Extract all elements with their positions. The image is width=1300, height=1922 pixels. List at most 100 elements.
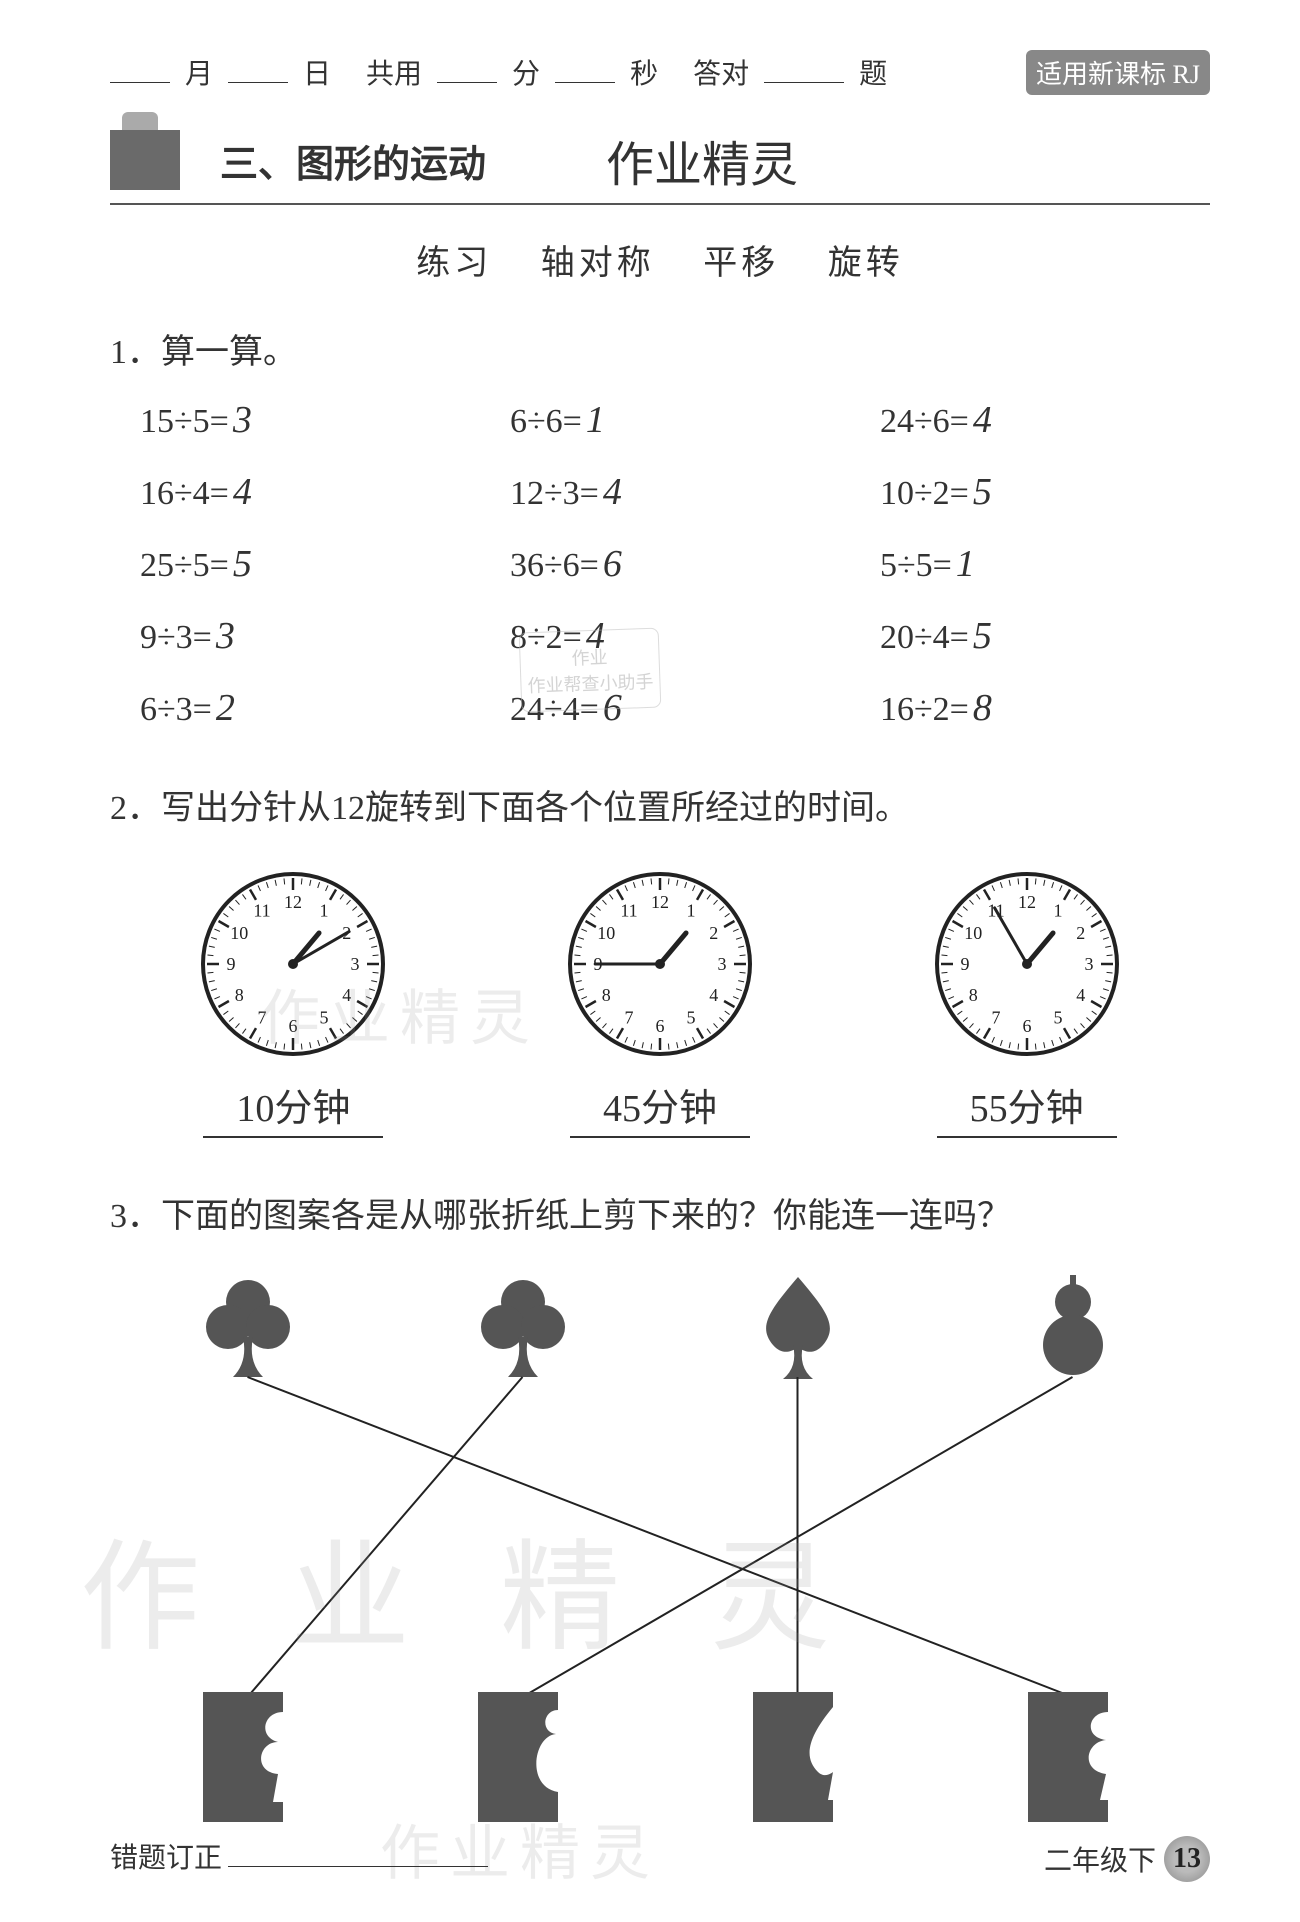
svg-text:7: 7 xyxy=(624,1008,633,1028)
top-shape xyxy=(468,1267,578,1392)
date-header: 月 日 共用 分 秒 答对 题 适用新课标 RJ xyxy=(110,50,1210,95)
page-number: 13 xyxy=(1164,1836,1210,1882)
clock-face: 123456789101112 xyxy=(932,869,1122,1059)
calc-item: 10÷2=5 xyxy=(880,470,1210,514)
subtitle-d: 旋转 xyxy=(828,245,904,282)
clock-face: 123456789101112 xyxy=(565,869,755,1059)
svg-text:3: 3 xyxy=(351,954,360,974)
svg-text:1: 1 xyxy=(1053,900,1062,920)
calc-expression: 10÷2= xyxy=(880,475,969,513)
svg-text:9: 9 xyxy=(227,954,236,974)
handwritten-title: 作业精灵 xyxy=(606,125,798,195)
svg-text:6: 6 xyxy=(655,1016,664,1036)
svg-text:7: 7 xyxy=(258,1008,267,1028)
calc-answer: 5 xyxy=(973,614,992,658)
svg-text:3: 3 xyxy=(717,954,726,974)
bottom-shape xyxy=(753,1692,843,1827)
subtitle-row: 练习 轴对称 平移 旋转 xyxy=(110,235,1210,284)
calc-answer: 5 xyxy=(233,542,252,586)
correct-blank xyxy=(764,55,844,83)
page-footer: 错题订正 二年级下 13 xyxy=(110,1836,1210,1882)
half-gourd-icon xyxy=(478,1692,568,1822)
calc-item: 9÷3=3 xyxy=(140,614,470,658)
month-label: 月 xyxy=(185,52,213,92)
calc-expression: 6÷6= xyxy=(510,403,582,441)
svg-text:4: 4 xyxy=(709,985,718,1005)
stamp-watermark: 作业 作业帮查小助手 xyxy=(519,628,662,713)
clocks-row: 12345678910111210分钟12345678910111245分钟12… xyxy=(110,869,1210,1138)
clock-face: 123456789101112 xyxy=(198,869,388,1059)
chapter-title-row: 三、图形的运动 作业精灵 xyxy=(110,125,1210,205)
top-shape xyxy=(743,1267,853,1392)
q3-label: 3．下面的图案各是从哪张折纸上剪下来的？你能连一连吗？ xyxy=(110,1188,1210,1237)
calc-item: 20÷4=5 xyxy=(880,614,1210,658)
calc-item: 12÷3=4 xyxy=(510,470,840,514)
bottom-shapes-row xyxy=(110,1692,1210,1827)
calc-expression: 9÷3= xyxy=(140,619,212,657)
calc-expression: 5÷5= xyxy=(880,547,952,585)
stamp-line1: 作业 xyxy=(571,643,608,670)
calc-answer: 1 xyxy=(586,398,605,442)
block-icon xyxy=(110,130,180,190)
min-label: 分 xyxy=(512,52,540,92)
sec-label: 秒 xyxy=(630,52,658,92)
matching-area xyxy=(110,1267,1210,1827)
svg-text:6: 6 xyxy=(289,1016,298,1036)
day-blank xyxy=(228,55,288,83)
stamp-line2: 作业帮查小助手 xyxy=(527,668,654,698)
bottom-shape xyxy=(1028,1692,1118,1827)
club-icon xyxy=(468,1267,578,1387)
calc-item: 5÷5=1 xyxy=(880,542,1210,586)
correction-block: 错题订正 xyxy=(110,1836,488,1882)
subtitle-c: 平移 xyxy=(703,245,779,282)
half-clover-icon xyxy=(1028,1692,1118,1822)
calc-expression: 16÷4= xyxy=(140,475,229,513)
calc-expression: 12÷3= xyxy=(510,475,599,513)
spade-icon xyxy=(743,1267,853,1387)
calc-expression: 25÷5= xyxy=(140,547,229,585)
month-blank xyxy=(110,55,170,83)
svg-text:11: 11 xyxy=(254,900,271,920)
calc-answer: 2 xyxy=(216,686,235,730)
svg-text:8: 8 xyxy=(602,985,611,1005)
grade-label: 二年级下 xyxy=(1044,1839,1156,1879)
bottom-shape xyxy=(203,1692,293,1827)
bottom-shape xyxy=(478,1692,568,1827)
calc-answer: 5 xyxy=(973,470,992,514)
calc-answer: 8 xyxy=(973,686,992,730)
correction-label: 错题订正 xyxy=(110,1836,222,1876)
subtitle-a: 练习 xyxy=(416,245,492,282)
svg-text:5: 5 xyxy=(686,1008,695,1028)
calc-expression: 6÷3= xyxy=(140,691,212,729)
svg-text:8: 8 xyxy=(235,985,244,1005)
curriculum-badge: 适用新课标 RJ xyxy=(1026,50,1210,95)
gourd-icon xyxy=(1018,1267,1128,1387)
svg-text:7: 7 xyxy=(991,1008,1000,1028)
svg-text:8: 8 xyxy=(968,985,977,1005)
svg-text:11: 11 xyxy=(620,900,637,920)
ti-label: 题 xyxy=(859,52,887,92)
calc-expression: 24÷6= xyxy=(880,403,969,441)
svg-text:10: 10 xyxy=(231,923,249,943)
svg-text:1: 1 xyxy=(320,900,329,920)
calc-expression: 16÷2= xyxy=(880,691,969,729)
min-blank xyxy=(437,55,497,83)
sec-blank xyxy=(555,55,615,83)
half-club-icon xyxy=(203,1692,293,1822)
top-shape xyxy=(1018,1267,1128,1392)
calc-answer: 4 xyxy=(233,470,252,514)
calc-answer: 3 xyxy=(216,614,235,658)
used-label: 共用 xyxy=(366,52,422,92)
clock-block: 12345678910111210分钟 xyxy=(198,869,388,1138)
calc-item: 6÷6=1 xyxy=(510,398,840,442)
svg-text:5: 5 xyxy=(320,1008,329,1028)
calc-item: 25÷5=5 xyxy=(140,542,470,586)
svg-text:4: 4 xyxy=(343,985,352,1005)
q2-label: 2．写出分针从12旋转到下面各个位置所经过的时间。 xyxy=(110,780,1210,829)
calc-item: 6÷3=2 xyxy=(140,686,470,730)
clover-icon xyxy=(193,1267,303,1387)
calc-item: 36÷6=6 xyxy=(510,542,840,586)
svg-text:2: 2 xyxy=(1076,923,1085,943)
chapter-title: 三、图形的运动 xyxy=(220,133,486,188)
clock-block: 12345678910111255分钟 xyxy=(932,869,1122,1138)
